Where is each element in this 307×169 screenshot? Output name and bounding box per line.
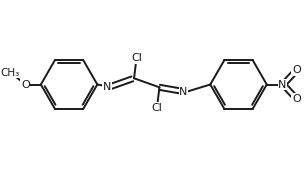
Text: Cl: Cl — [151, 103, 162, 113]
Text: O: O — [292, 94, 301, 104]
Text: N: N — [278, 79, 286, 90]
Text: CH₃: CH₃ — [0, 68, 19, 78]
Text: O: O — [292, 65, 301, 75]
Text: Cl: Cl — [131, 53, 142, 63]
Text: O: O — [21, 79, 30, 90]
Text: N: N — [103, 82, 111, 92]
Text: N: N — [179, 87, 188, 96]
